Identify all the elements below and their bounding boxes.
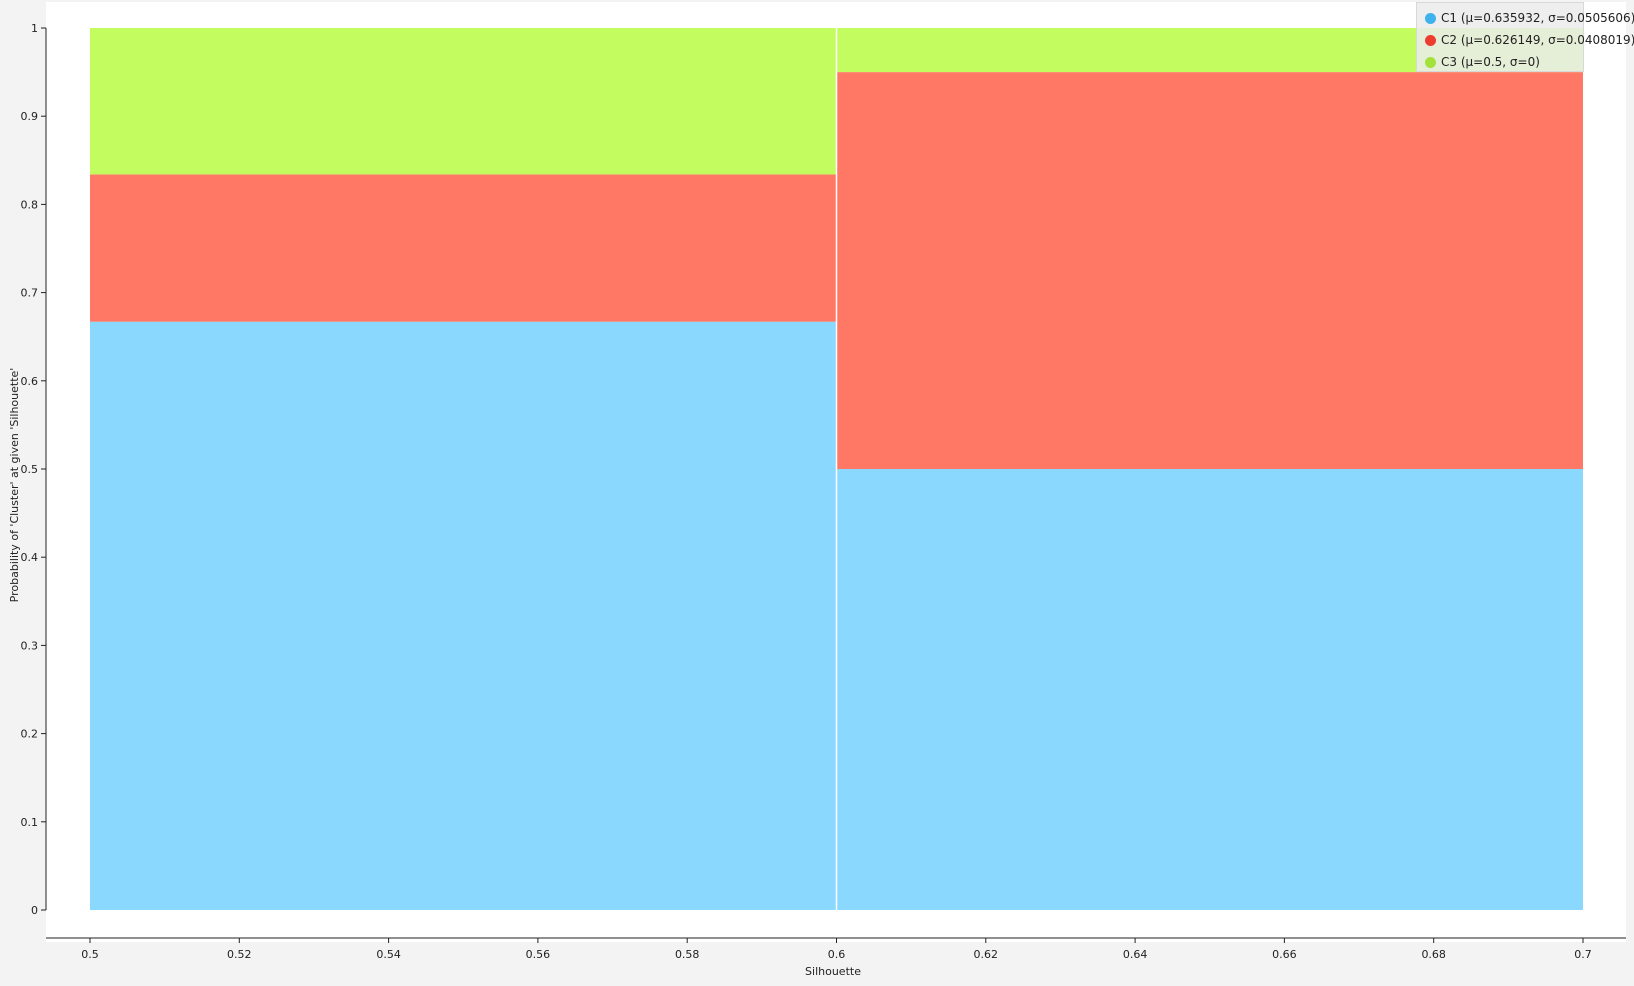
legend-label-c1: C1 (μ=0.635932, σ=0.0505606): [1441, 11, 1634, 25]
y-tick-label: 0.3: [21, 639, 39, 652]
x-axis-label: Silhouette: [805, 965, 861, 978]
legend-item-c1[interactable]: C1 (μ=0.635932, σ=0.0505606): [1425, 7, 1634, 29]
legend-item-c3[interactable]: C3 (μ=0.5, σ=0): [1425, 51, 1583, 73]
x-tick-label: 0.62: [974, 948, 999, 961]
legend-label-c3: C3 (μ=0.5, σ=0): [1441, 55, 1540, 69]
y-tick-label: 0.5: [21, 463, 39, 476]
y-tick-label: 1: [31, 22, 38, 35]
y-tick-label: 0.7: [21, 287, 39, 300]
y-tick-label: 0.6: [21, 375, 39, 388]
y-axis-label: Probability of 'Cluster' at given 'Silho…: [8, 368, 21, 603]
y-tick-label: 0: [31, 904, 38, 917]
y-tick-label: 0.9: [21, 110, 39, 123]
legend: C1 (μ=0.635932, σ=0.0505606) C2 (μ=0.626…: [1416, 2, 1634, 73]
bar-segment-bin1-c1[interactable]: [90, 321, 837, 910]
y-tick-label: 0.2: [21, 728, 39, 741]
x-tick-label: 0.7: [1574, 948, 1592, 961]
x-tick-label: 0.54: [376, 948, 401, 961]
x-tick-label: 0.58: [675, 948, 700, 961]
x-tick-label: 0.5: [81, 948, 99, 961]
bars-layer: [90, 28, 1583, 910]
x-tick-label: 0.64: [1123, 948, 1148, 961]
y-tick-label: 0.8: [21, 198, 39, 211]
x-tick-label: 0.66: [1272, 948, 1297, 961]
x-tick-label: 0.52: [227, 948, 252, 961]
bar-segment-bin1-c3[interactable]: [90, 28, 837, 175]
y-tick-label: 0.1: [21, 816, 39, 829]
legend-swatch-c2: [1425, 34, 1436, 46]
bar-segment-bin1-c2[interactable]: [90, 174, 837, 322]
x-tick-label: 0.56: [526, 948, 551, 961]
legend-item-c2[interactable]: C2 (μ=0.626149, σ=0.0408019): [1425, 29, 1634, 51]
y-tick-label: 0.4: [21, 551, 39, 564]
legend-swatch-c3: [1425, 56, 1436, 68]
legend-label-c2: C2 (μ=0.626149, σ=0.0408019): [1441, 33, 1634, 47]
bar-segment-bin2-c1[interactable]: [836, 469, 1584, 910]
x-tick-label: 0.68: [1421, 948, 1446, 961]
bar-segment-bin2-c2[interactable]: [836, 72, 1584, 469]
ticks-layer: 0 0.1 0.2 0.3 0.4 0.5 0.6 0.7 0.8 0.9 1 0.5 0.52 0.54…: [21, 22, 1592, 961]
legend-swatch-c1: [1425, 12, 1436, 24]
x-tick-label: 0.6: [828, 948, 846, 961]
